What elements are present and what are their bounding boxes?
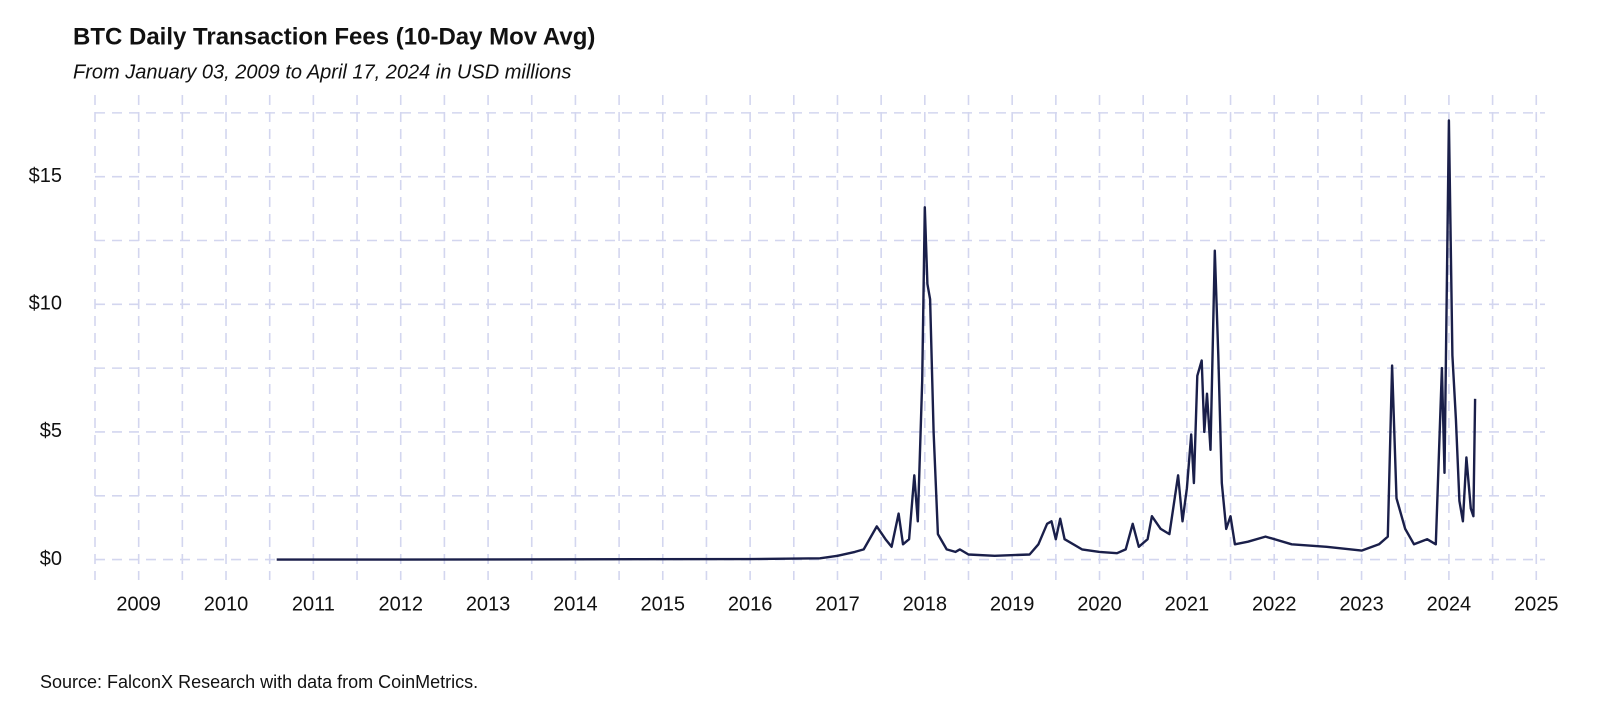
source-note: Source: FalconX Research with data from …: [40, 672, 478, 692]
x-tick-label: 2024: [1427, 593, 1472, 615]
y-tick-label: $10: [29, 293, 62, 315]
chart-subtitle: From January 03, 2009 to April 17, 2024 …: [73, 61, 571, 83]
x-tick-label: 2009: [116, 593, 161, 615]
x-tick-label: 2012: [378, 593, 423, 615]
x-tick-label: 2020: [1077, 593, 1122, 615]
chart-title: BTC Daily Transaction Fees (10-Day Mov A…: [73, 23, 595, 50]
x-tick-label: 2021: [1165, 593, 1210, 615]
y-tick-label: $5: [40, 420, 62, 442]
x-tick-label: 2023: [1339, 593, 1384, 615]
x-tick-label: 2019: [990, 593, 1035, 615]
x-tick-label: 2018: [903, 593, 948, 615]
line-series: [276, 119, 1477, 561]
x-tick-label: 2014: [553, 593, 598, 615]
x-tick-label: 2017: [815, 593, 860, 615]
x-tick-label: 2016: [728, 593, 773, 615]
x-tick-label: 2011: [292, 593, 335, 615]
x-tick-label: 2013: [466, 593, 511, 615]
y-tick-label: $0: [40, 548, 62, 570]
x-tick-label: 2015: [641, 593, 686, 615]
y-tick-label: $15: [29, 165, 62, 187]
x-tick-label: 2010: [204, 593, 249, 615]
x-tick-label: 2025: [1514, 593, 1559, 615]
x-tick-label: 2022: [1252, 593, 1297, 615]
